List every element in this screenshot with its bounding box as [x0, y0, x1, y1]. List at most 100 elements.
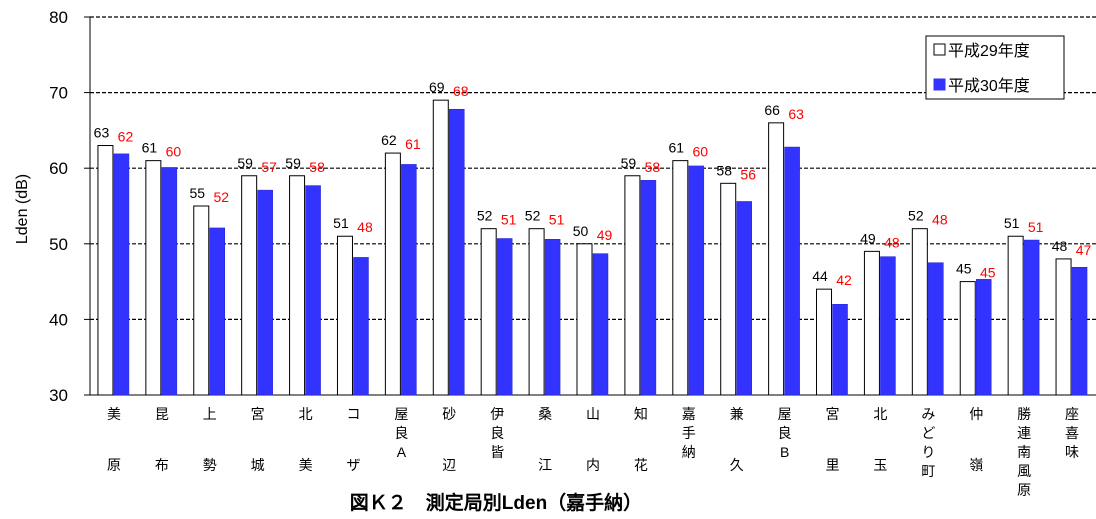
x-category-label: 知: [634, 406, 648, 422]
x-category-label: 布: [155, 457, 169, 473]
bar-h29: [768, 122, 785, 396]
bar-h29: [1055, 258, 1072, 396]
x-category-label: 江: [538, 457, 552, 473]
x-axis-categories: 美原昆布上勢宮城北美コザ屋良A砂辺伊良皆桑江山内知花嘉手納兼久屋良B宮里北玉みど…: [107, 406, 1079, 498]
x-category-label: 屋: [778, 406, 792, 422]
y-tick-label: 40: [49, 310, 68, 329]
data-label-h29: 45: [956, 261, 972, 277]
x-category-label: 仲: [969, 406, 983, 422]
bar-h29: [1007, 235, 1024, 396]
legend: 平成29年度 平成30年度: [925, 35, 1065, 100]
bar-h30: [592, 253, 609, 396]
bar-h30: [640, 180, 657, 396]
x-category-label: 兼: [730, 406, 744, 422]
x-category-label: 城: [251, 457, 265, 473]
bars: [97, 99, 1088, 396]
bar-h29: [480, 228, 497, 396]
data-label-h30: 58: [309, 159, 325, 175]
x-category-label: 納: [682, 444, 696, 460]
data-label-h29: 61: [142, 140, 158, 156]
bar-h29: [624, 175, 641, 396]
bar-h29: [193, 205, 210, 396]
bar-h30: [544, 239, 561, 396]
x-category-label: 連: [1017, 425, 1031, 441]
bar-h29: [959, 281, 976, 396]
data-label-h29: 48: [1052, 238, 1068, 254]
x-category-label: 辺: [442, 457, 456, 473]
x-category-label: 宮: [251, 406, 265, 422]
bar-h30: [401, 164, 417, 396]
x-category-label: 内: [586, 457, 600, 473]
bar-h30: [736, 201, 752, 396]
data-label-h30: 58: [645, 159, 661, 175]
data-label-h29: 59: [621, 155, 637, 171]
legend-label-h30: 平成30年度: [948, 77, 1030, 95]
chart-title: 図Ｋ２ 測定局別Lden（嘉手納）: [350, 491, 642, 514]
bar-h29: [384, 152, 401, 396]
x-category-label: 上: [203, 406, 217, 422]
data-label-h29: 59: [237, 155, 253, 171]
data-label-h30: 45: [980, 265, 996, 281]
x-category-label: 伊: [490, 406, 504, 422]
legend-swatch-h29: [933, 43, 946, 56]
bar-h30: [784, 146, 800, 396]
x-category-label: 風: [1017, 463, 1031, 479]
x-category-label: 座: [1065, 406, 1079, 422]
x-category-label: 手: [682, 425, 696, 441]
data-label-h29: 63: [94, 125, 110, 141]
x-category-label: A: [397, 444, 407, 460]
bar-h29: [911, 228, 928, 396]
x-category-label: 町: [921, 463, 935, 479]
x-category-label: み: [921, 406, 935, 422]
y-tick-label: 30: [49, 386, 68, 405]
x-category-label: 玉: [873, 457, 887, 473]
data-label-h30: 61: [405, 136, 421, 152]
data-label-h30: 68: [453, 83, 469, 99]
data-label-h30: 62: [118, 129, 134, 145]
x-category-label: 嶺: [969, 457, 983, 473]
x-category-label: 砂: [442, 406, 456, 422]
data-label-h30: 48: [357, 219, 373, 235]
data-label-h29: 52: [477, 208, 493, 224]
y-tick-label: 70: [49, 84, 68, 103]
data-label-h29: 52: [525, 208, 541, 224]
data-label-h29: 69: [429, 79, 445, 95]
legend-label-h29: 平成29年度: [948, 42, 1030, 60]
x-category-label: 里: [826, 457, 840, 473]
bar-h30: [496, 238, 513, 396]
x-category-label: 宮: [826, 406, 840, 422]
x-category-label: 原: [107, 457, 121, 473]
bar-h29: [289, 175, 306, 396]
data-label-h30: 42: [836, 272, 852, 288]
bar-h30: [1071, 266, 1088, 396]
data-labels: 63 62 61 60 55 52 59 57 59 58 51 48 62 61 69 68 52 51 52 51…: [94, 79, 1092, 288]
x-category-label: 北: [873, 406, 887, 422]
data-label-h29: 62: [381, 132, 397, 148]
bar-h30: [928, 262, 944, 396]
y-tick-label: 60: [49, 159, 68, 178]
bar-h30: [449, 108, 465, 396]
x-category-label: 桑: [538, 406, 552, 422]
y-axis-label: Lden (dB): [14, 174, 31, 244]
bar-h30: [832, 304, 848, 396]
data-label-h30: 60: [693, 144, 709, 160]
bar-h29: [97, 145, 114, 396]
data-label-h30: 47: [1076, 242, 1092, 258]
x-category-label: 久: [730, 457, 744, 473]
y-tick-label: 50: [49, 235, 68, 254]
x-category-label: 北: [299, 406, 313, 422]
x-category-label: 美: [107, 406, 121, 422]
x-category-label: 喜: [1065, 425, 1079, 441]
bar-h30: [975, 279, 992, 396]
data-label-h30: 56: [740, 166, 756, 182]
x-category-label: 勢: [203, 457, 217, 473]
bar-h30: [257, 189, 273, 396]
bar-h30: [209, 227, 226, 396]
bar-h29: [241, 175, 258, 396]
data-label-h29: 51: [333, 215, 349, 231]
data-label-h29: 58: [716, 162, 732, 178]
data-label-h30: 60: [166, 144, 182, 160]
data-label-h29: 49: [860, 230, 876, 246]
bar-h30: [161, 167, 178, 396]
bar-h29: [863, 250, 880, 396]
